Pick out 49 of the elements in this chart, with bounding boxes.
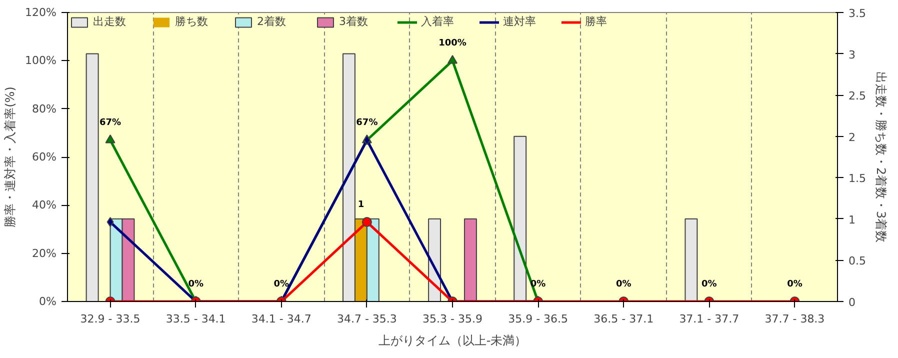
data-label: 100% [438, 38, 466, 49]
x-tick-label: 35.9 - 36.5 [508, 312, 568, 326]
data-label: 67% [356, 118, 378, 128]
x-tick-label: 36.5 - 37.1 [594, 312, 654, 326]
legend-label: 2着数 [257, 14, 287, 29]
data-label: 1 [358, 200, 364, 210]
point [105, 134, 116, 144]
data-label: 67% [100, 118, 122, 128]
y2-tick-label: 2.5 [848, 90, 866, 103]
bar [464, 218, 477, 302]
data-label: 0% [787, 280, 802, 290]
legend-label: 勝率 [585, 14, 608, 29]
y-tick-label: 40% [32, 198, 57, 212]
y2-tick-label: 3.5 [848, 7, 866, 20]
y-tick-label: 120% [25, 6, 57, 19]
y-axis-title: 勝率・連対率・入着率(%) [3, 86, 18, 228]
x-tick-label: 37.7 - 38.3 [764, 312, 825, 326]
y2-tick-label: 0 [848, 296, 856, 309]
x-tick-label: 32.9 - 33.5 [80, 312, 140, 326]
y2-tick-label: 1.5 [848, 172, 866, 186]
y2-tick-label: 3 [848, 48, 856, 62]
data-label: 0% [188, 280, 204, 290]
bar [86, 53, 99, 302]
y-tick-label: 100% [25, 54, 57, 68]
y-tick-label: 80% [32, 102, 57, 116]
x-tick-label: 37.1 - 37.7 [679, 312, 740, 326]
legend-label: 3着数 [339, 14, 369, 29]
legend-label: 勝ち数 [175, 14, 209, 29]
x-tick-label: 33.5 - 34.1 [166, 312, 226, 326]
x-tick-label: 34.7 - 35.3 [336, 312, 397, 326]
legend-label: 出走数 [93, 14, 127, 29]
y-tick-label: 0% [39, 295, 56, 308]
data-label: 0% [274, 280, 290, 290]
legend-label: 入着率 [421, 14, 455, 29]
x-tick-label: 34.1 - 34.7 [251, 312, 312, 326]
data-label: 0% [616, 280, 632, 290]
x-tick-label: 35.3 - 35.9 [422, 312, 482, 326]
x-axis-title: 上がりタイム（以上-未満） [378, 334, 527, 348]
y2-tick-label: 2 [848, 130, 856, 144]
y2-tick-label: 0.5 [848, 254, 866, 268]
y2-tick-label: 1 [848, 213, 856, 226]
y-tick-label: 20% [32, 246, 57, 260]
y2-axis-title: 出走数・勝ち数・2着数・3着数 [874, 71, 888, 243]
y-tick-label: 60% [32, 150, 57, 164]
data-label: 0% [702, 280, 717, 290]
bar [514, 136, 527, 302]
bar [684, 218, 698, 302]
legend-label: 連対率 [503, 14, 537, 29]
point [448, 54, 458, 64]
